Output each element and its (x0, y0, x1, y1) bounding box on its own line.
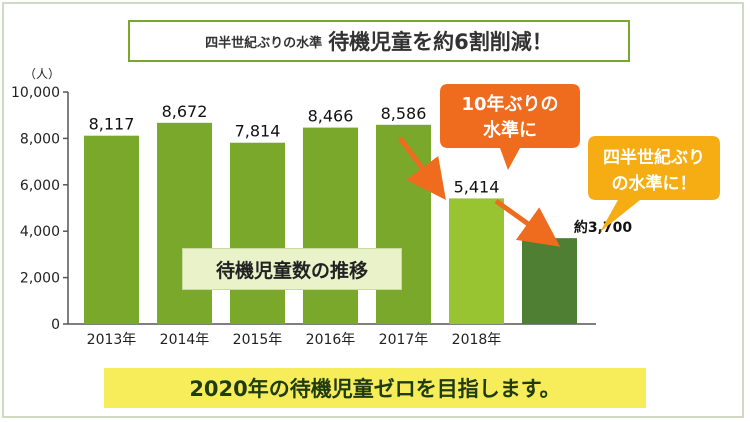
callout-10-years: 10年ぶりの 水準に (440, 84, 580, 170)
y-tick-label: 8,000 (20, 131, 60, 147)
bar (522, 238, 577, 324)
bar-value-label: 5,414 (454, 177, 500, 196)
bar-value-label: 8,117 (89, 115, 135, 134)
callout-10-years-bubble (440, 84, 580, 170)
bar-value-label: 8,586 (381, 104, 427, 123)
x-tick-label: 2014年 (160, 332, 210, 348)
x-tick-label: 2015年 (233, 332, 283, 348)
x-tick-label: 2016年 (306, 332, 356, 348)
legend-box: 待機児童数の推移 (182, 248, 402, 290)
callout-10-years-line2: 水準に (483, 119, 537, 141)
x-tick-label: 2013年 (87, 332, 137, 348)
callout-quarter-century-line2: の水準に！ (612, 173, 697, 194)
bar (303, 127, 358, 324)
x-tick-labels: 2013年 2014年 2015年 2016年 2017年 2018年 (87, 332, 502, 348)
footer-text: 2020年の待機児童ゼロを目指します。 (189, 377, 561, 401)
bar (376, 124, 431, 324)
x-tick-label: 2018年 (452, 332, 502, 348)
title-box: 四半世紀ぶりの水準 待機児童を約6割削減！ (128, 20, 630, 62)
trend-arrow-1 (397, 136, 446, 201)
bar (84, 135, 139, 324)
y-tick-label: 6,000 (20, 178, 60, 194)
bars (84, 122, 577, 324)
y-tick-label: 2,000 (20, 271, 60, 287)
bar (449, 198, 504, 324)
bar (157, 122, 212, 324)
x-tick-label: 2017年 (379, 332, 429, 348)
legend-label: 待機児童数の推移 (215, 259, 368, 282)
y-axis-unit: （人） (24, 67, 60, 81)
callout-quarter-century-line1: 四半世紀ぶり (603, 147, 705, 168)
y-ticks: 0 2,000 4,000 6,000 8,000 10,000 (11, 85, 68, 333)
trend-arrow-2 (494, 198, 561, 247)
bar (230, 142, 285, 324)
y-tick-label: 4,000 (20, 224, 60, 240)
y-tick-label: 10,000 (11, 85, 60, 101)
bar-value-label: 8,466 (308, 107, 354, 126)
chart-title: 待機児童を約6割削減！ (328, 30, 553, 54)
callout-quarter-century: 四半世紀ぶり の水準に！ (588, 136, 720, 232)
footer-banner: 2020年の待機児童ゼロを目指します。 (104, 368, 646, 408)
callout-10-years-line1: 10年ぶりの (461, 93, 558, 115)
title-prefix: 四半世紀ぶりの水準 (205, 35, 323, 51)
y-tick-label: 0 (51, 317, 60, 333)
bar-value-label: 7,814 (235, 122, 281, 141)
bar-value-label: 8,672 (162, 102, 208, 121)
callout-quarter-century-bubble (588, 136, 720, 232)
